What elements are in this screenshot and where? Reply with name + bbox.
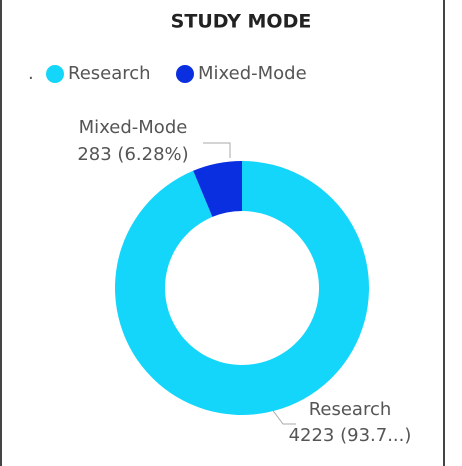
- data-label-name: Research: [309, 399, 392, 420]
- legend-swatch: [46, 65, 64, 83]
- donut-slice: [193, 161, 242, 217]
- donut-slice: [114, 161, 369, 415]
- data-label-value: 4223 (93.7...): [289, 425, 412, 446]
- legend-label: Mixed-Mode: [198, 63, 307, 84]
- leader-line: [203, 142, 231, 158]
- legend-label: Research: [68, 63, 151, 84]
- chart-title: STUDY MODE: [171, 11, 312, 33]
- legend-title: .: [28, 63, 34, 84]
- frame: [0, 0, 445, 466]
- data-label-value: 283 (6.28%): [77, 144, 188, 165]
- legend-swatch: [176, 65, 194, 83]
- data-label-name: Mixed-Mode: [79, 117, 188, 138]
